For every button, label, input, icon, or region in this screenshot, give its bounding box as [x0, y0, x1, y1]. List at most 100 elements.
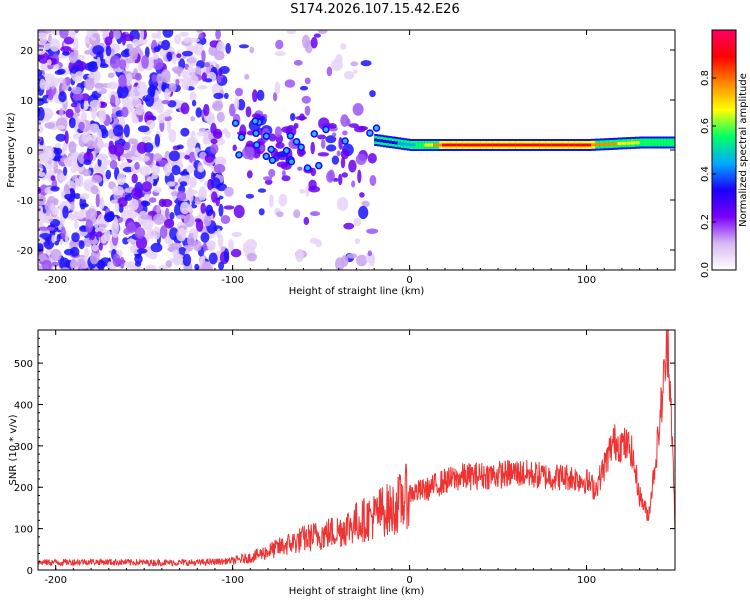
heatmap-blob [244, 73, 250, 80]
heatmap-blob [201, 50, 206, 63]
heatmap-blob [165, 109, 173, 114]
heatmap-blob [195, 107, 202, 118]
top-y-axis-label: Frequency (Hz) [6, 112, 17, 188]
heatmap-blob [310, 141, 316, 155]
heatmap-blob [293, 122, 299, 129]
heatmap-blob [77, 258, 86, 270]
ridge-core [427, 143, 431, 147]
heatmap-blob [187, 74, 199, 87]
heatmap-blob [73, 193, 81, 200]
heatmap-blob [354, 126, 366, 133]
heatmap-blob [220, 215, 231, 224]
ridge-core [666, 141, 670, 144]
heatmap-blob [180, 201, 190, 215]
heatmap-blob [46, 59, 52, 66]
heatmap-blob [126, 221, 136, 234]
heatmap-blob [214, 50, 225, 61]
heatmap-blob [309, 211, 321, 217]
heatmap-blob [176, 144, 184, 150]
bottom-x-tick-label: -200 [44, 575, 67, 586]
heatmap-blob [127, 238, 136, 243]
heatmap-hotspot [267, 145, 275, 154]
heatmap-blob [367, 153, 377, 164]
heatmap-blob [190, 116, 196, 122]
ridge-core [539, 143, 546, 147]
heatmap-blob [113, 216, 118, 230]
heatmap-blob [38, 136, 42, 143]
heatmap-blob [274, 51, 286, 57]
heatmap-blob [238, 44, 249, 49]
heatmap-hotspot [252, 129, 260, 138]
heatmap-blob [274, 81, 281, 95]
heatmap-blob [112, 136, 120, 141]
heatmap-hotspot [303, 164, 312, 172]
heatmap-hotspot [366, 129, 374, 137]
heatmap-blob [144, 46, 150, 59]
heatmap-blob [204, 153, 215, 163]
heatmap-blob [68, 213, 76, 221]
bottom-y-tick-label: 200 [14, 483, 33, 494]
ridge-core [654, 141, 658, 144]
heatmap-blob [193, 230, 198, 242]
heatmap-blob [146, 228, 156, 239]
heatmap-blob [328, 123, 337, 129]
heatmap-blob [166, 51, 172, 62]
heatmap-blob [310, 36, 318, 49]
heatmap-blob [193, 43, 204, 56]
heatmap-blob [350, 61, 359, 67]
heatmap-blob [90, 185, 99, 195]
heatmap-blob [183, 214, 195, 228]
heatmap-blob [179, 171, 190, 176]
heatmap-blob [100, 30, 109, 34]
heatmap-blob [97, 153, 105, 160]
heatmap-blob [172, 53, 177, 65]
heatmap-blob [107, 72, 115, 79]
ridge-core [409, 143, 414, 147]
heatmap-blob [140, 214, 153, 220]
heatmap-blob [126, 43, 133, 49]
ridge-core [580, 143, 588, 147]
heatmap-blob [325, 135, 337, 144]
heatmap-blob [43, 112, 51, 122]
heatmap-blob [336, 150, 341, 157]
heatmap-blob [110, 94, 116, 107]
heatmap-hotspot [286, 132, 295, 140]
heatmap-blob [169, 227, 179, 241]
heatmap-blob [223, 92, 229, 99]
heatmap-blob [210, 143, 219, 154]
heatmap-blob [304, 105, 311, 116]
heatmap-blob [55, 133, 67, 142]
heatmap-blob [112, 253, 121, 267]
heatmap-hotspot [282, 146, 291, 155]
heatmap-blob [198, 32, 204, 40]
ridge-core [586, 143, 592, 147]
heatmap-blob [166, 181, 176, 187]
heatmap-blob [191, 99, 197, 107]
heatmap-blob [38, 145, 50, 150]
heatmap-blob [275, 142, 285, 149]
ridge-core [509, 143, 517, 147]
ridge-core [412, 143, 416, 147]
heatmap-blob [83, 100, 88, 111]
heatmap-blob [276, 161, 289, 168]
heatmap-hotspot [310, 130, 319, 138]
heatmap-blob [338, 173, 343, 186]
heatmap-blob [69, 259, 78, 270]
heatmap-blob [218, 203, 224, 217]
heatmap-blob [353, 69, 358, 74]
heatmap-blob [317, 152, 330, 157]
heatmap-blob [38, 242, 44, 253]
heatmap-blob [119, 59, 127, 70]
heatmap-blob [348, 159, 357, 173]
heatmap-blob [84, 239, 92, 247]
heatmap-blob [97, 140, 105, 149]
heatmap-blob [242, 242, 248, 253]
heatmap-blob [61, 267, 70, 270]
heatmap-blob [281, 175, 291, 182]
heatmap-blob [141, 181, 152, 193]
heatmap-blob [354, 238, 361, 245]
heatmap-blob [351, 180, 356, 188]
heatmap-blob [317, 134, 327, 140]
heatmap-blob [219, 66, 230, 74]
